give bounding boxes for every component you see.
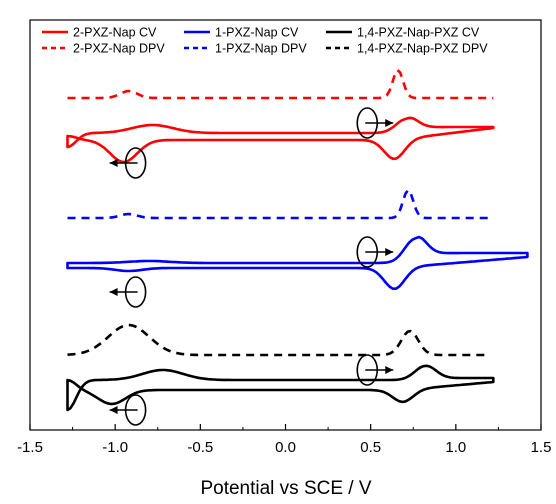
scan-direction-arrow-right xyxy=(356,107,394,139)
scan-direction-arrow-left xyxy=(109,276,147,308)
arrow-head xyxy=(109,288,118,296)
arrow-head xyxy=(385,248,394,256)
legend-label: 2-PXZ-Nap DPV xyxy=(73,42,165,56)
x-tick-label: -1.0 xyxy=(102,439,128,456)
legend-label: 1,4-PXZ-Nap-PXZ DPV xyxy=(357,42,488,56)
legend-item-2-pxz-nap-cv: 2-PXZ-Nap CV xyxy=(42,26,157,40)
legend-item-1-pxz-nap-cv: 1-PXZ-Nap CV xyxy=(184,26,299,40)
x-tick-label: 1.5 xyxy=(531,439,552,456)
annotations xyxy=(109,107,394,426)
x-tick-label: 0.5 xyxy=(360,439,381,456)
legend-label: 2-PXZ-Nap CV xyxy=(73,26,157,40)
legend-item-1-4-pxz-nap-pxz-dpv: 1,4-PXZ-Nap-PXZ DPV xyxy=(326,42,488,56)
arrow-head xyxy=(109,159,118,167)
arrow-head xyxy=(109,406,118,414)
scan-direction-arrow-left xyxy=(109,147,147,179)
x-axis-title: Potential vs SCE / V xyxy=(200,478,371,499)
x-axis: -1.5 -1.0 -0.5 0.0 0.5 1.0 1.5 xyxy=(17,424,551,456)
series-1-pxz-nap-dpv xyxy=(67,188,494,220)
legend-label: 1-PXZ-Nap DPV xyxy=(215,42,307,56)
series-1-4-pxz-nap-pxz-dpv xyxy=(67,323,487,357)
scan-direction-arrow-right xyxy=(356,354,394,386)
scan-direction-arrow-right xyxy=(356,236,394,268)
plot-area xyxy=(66,68,529,412)
legend-item-1-pxz-nap-dpv: 1-PXZ-Nap DPV xyxy=(184,42,307,56)
legend-item-1-4-pxz-nap-pxz-cv: 1,4-PXZ-Nap-PXZ CV xyxy=(326,26,480,40)
x-tick-label: 1.0 xyxy=(445,439,466,456)
arrow-head xyxy=(385,119,394,127)
plot-frame xyxy=(29,19,542,431)
arrow-head xyxy=(385,366,394,374)
legend-label: 1-PXZ-Nap CV xyxy=(215,26,299,40)
series-2-pxz-nap-cv xyxy=(66,116,495,164)
legend-item-2-pxz-nap-dpv: 2-PXZ-Nap DPV xyxy=(42,42,165,56)
x-tick-label: -1.5 xyxy=(17,439,43,456)
legend: 2-PXZ-Nap CV 1-PXZ-Nap CV 1,4-PXZ-Nap-PXZ … xyxy=(42,26,488,56)
series-1-4-pxz-nap-pxz-cv xyxy=(66,364,495,412)
series-1-pxz-nap-cv xyxy=(66,235,529,290)
x-tick-label: -0.5 xyxy=(187,439,213,456)
axes xyxy=(29,19,542,431)
series-2-pxz-nap-dpv xyxy=(67,68,494,100)
scan-direction-arrow-left xyxy=(109,394,147,426)
legend-label: 1,4-PXZ-Nap-PXZ CV xyxy=(357,26,480,40)
x-tick-label: 0.0 xyxy=(275,439,296,456)
